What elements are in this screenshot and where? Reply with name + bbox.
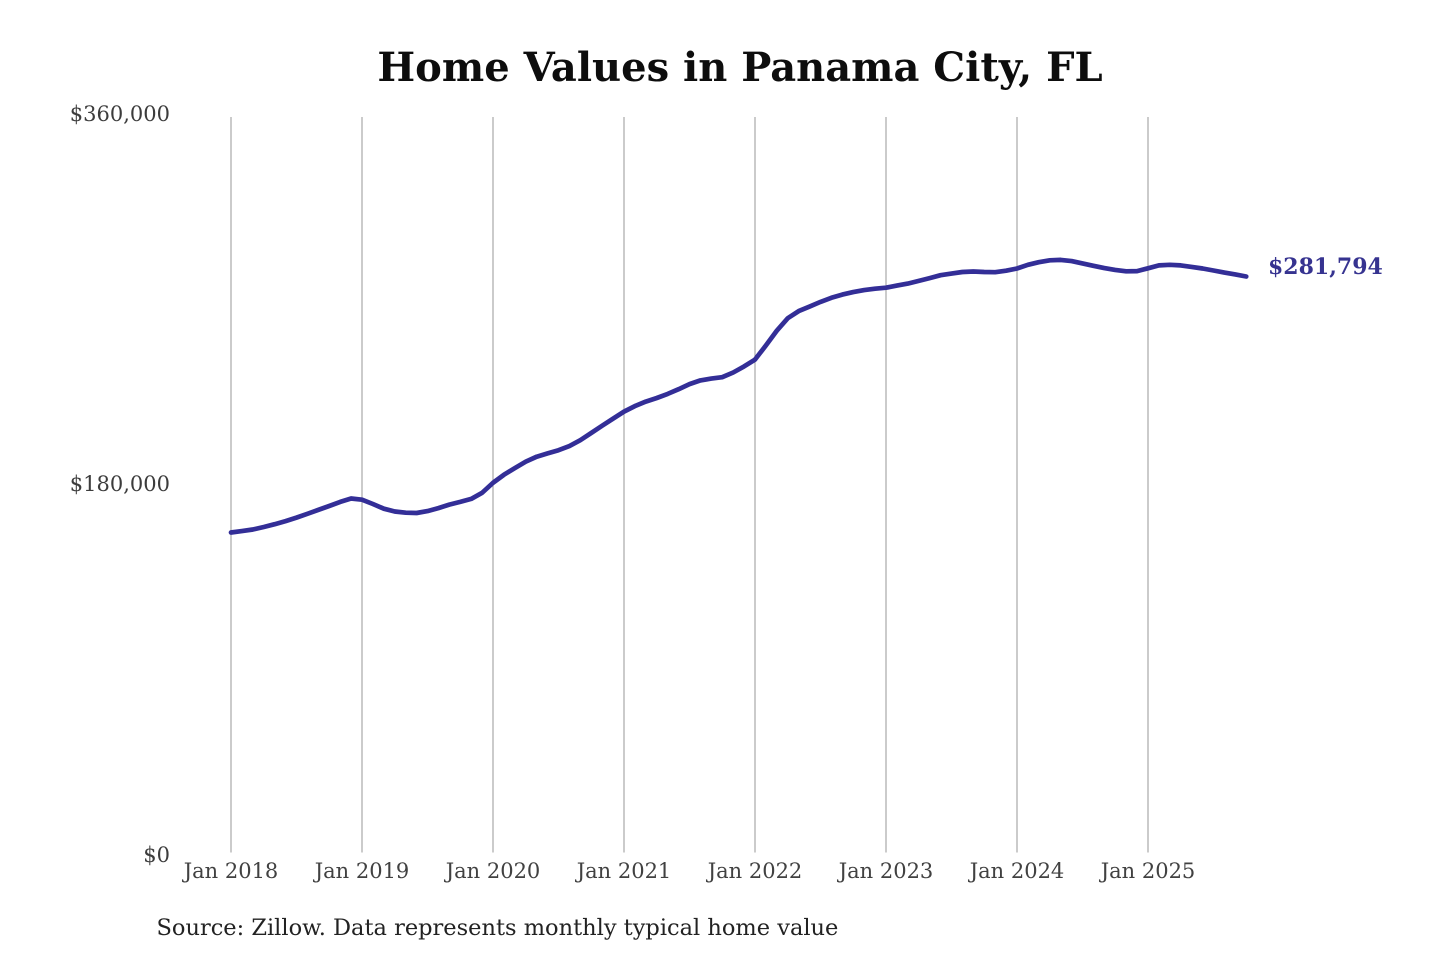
svg-text:Jan 2021: Jan 2021: [575, 859, 672, 883]
svg-text:Jan 2018: Jan 2018: [182, 859, 279, 883]
svg-text:Jan 2025: Jan 2025: [1099, 859, 1196, 883]
svg-text:Home Values in Panama City, FL: Home Values in Panama City, FL: [377, 44, 1102, 91]
svg-text:Jan 2019: Jan 2019: [313, 859, 410, 883]
svg-text:$0: $0: [143, 843, 170, 867]
svg-text:Jan 2023: Jan 2023: [837, 859, 934, 883]
svg-text:Jan 2020: Jan 2020: [444, 859, 541, 883]
svg-text:$281,794: $281,794: [1268, 254, 1383, 280]
svg-text:Jan 2022: Jan 2022: [706, 859, 803, 883]
svg-text:Jan 2024: Jan 2024: [968, 859, 1065, 883]
svg-text:$360,000: $360,000: [70, 102, 170, 126]
svg-text:Source: Zillow. Data represent: Source: Zillow. Data represents monthly …: [157, 915, 839, 941]
svg-text:$180,000: $180,000: [70, 472, 170, 496]
